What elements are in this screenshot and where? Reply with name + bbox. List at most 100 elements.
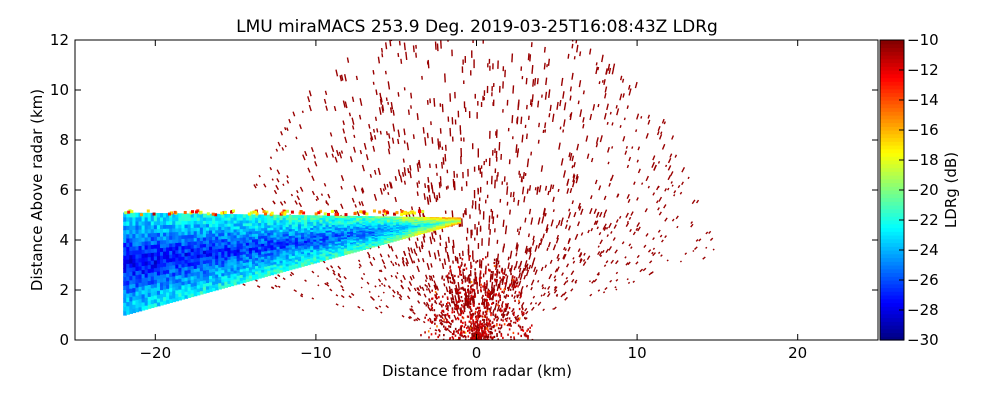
cloud-cell	[423, 229, 428, 232]
cloud-cell	[319, 228, 324, 232]
cloud-cell	[337, 224, 342, 227]
cloud-cell	[285, 242, 290, 246]
cloud-cell	[340, 235, 345, 238]
noise-streak	[540, 294, 543, 297]
cloud-cell	[408, 223, 412, 225]
clutter-cell	[487, 335, 490, 338]
noise-streak	[445, 241, 448, 249]
cloud-cell	[126, 212, 130, 218]
cloud-cell	[267, 242, 271, 246]
cloud-cell	[417, 230, 422, 232]
cloud-cell	[209, 252, 213, 257]
cloud-cell	[389, 230, 394, 232]
cloud-cell	[371, 222, 376, 225]
noise-streak	[337, 279, 342, 283]
cloud-cell	[227, 241, 232, 245]
cloud-cell	[325, 226, 330, 229]
cloud-cell	[399, 222, 403, 224]
cloud-cell	[411, 218, 416, 220]
cloud-cell	[156, 294, 161, 299]
cloud-cell	[313, 223, 317, 226]
cloud-cell	[399, 237, 403, 239]
cloud-cell	[156, 274, 161, 280]
clutter-cell	[489, 336, 492, 339]
cloud-cell	[386, 241, 391, 244]
cloud-cell	[202, 273, 207, 278]
noise-streak	[556, 294, 559, 298]
cloud-cell	[377, 228, 382, 231]
cloud-cell	[248, 261, 253, 265]
cloud-cell	[242, 228, 247, 232]
clutter-cell	[478, 331, 480, 334]
cloud-cell	[163, 262, 167, 267]
noise-streak	[360, 286, 363, 289]
cloud-cell	[163, 239, 167, 245]
cloud-cell	[227, 214, 232, 218]
noise-streak	[555, 224, 559, 229]
clutter-cell	[459, 256, 462, 260]
cloud-cell	[236, 217, 241, 221]
noise-streak	[542, 308, 545, 312]
clutter-cell	[479, 272, 482, 275]
cloud-cell	[377, 230, 382, 233]
cloud-cell	[166, 269, 170, 274]
cloud-cell	[392, 225, 397, 228]
noise-streak	[337, 265, 342, 270]
noise-streak	[575, 175, 579, 184]
cloud-cell	[301, 240, 305, 244]
cloud-cell	[218, 235, 222, 240]
noise-streak	[439, 322, 443, 326]
cloud-cell	[215, 261, 219, 266]
clutter-cell	[442, 338, 445, 340]
cloud-cell	[270, 269, 275, 273]
noise-streak	[284, 126, 287, 131]
cloud-cell	[396, 223, 400, 226]
noise-streak	[383, 284, 386, 288]
cloud-cell	[141, 285, 146, 291]
clutter-cell	[473, 295, 475, 298]
noise-streak	[398, 296, 403, 301]
cloud-cell	[389, 224, 394, 227]
clutter-cell	[450, 323, 452, 326]
noise-streak	[608, 67, 612, 74]
clutter-cell	[460, 334, 462, 337]
noise-streak	[582, 123, 585, 129]
clutter-cell	[480, 327, 483, 330]
cloud-cell	[163, 247, 167, 252]
noise-streak	[531, 94, 534, 103]
cloud-cell	[261, 240, 265, 244]
clutter-cell	[457, 318, 460, 321]
clutter-cell	[451, 319, 454, 322]
clutter-cell	[483, 337, 485, 340]
noise-streak	[397, 129, 401, 138]
noise-streak	[387, 81, 391, 90]
cloud-cell	[239, 274, 244, 278]
cloud-cell	[310, 253, 314, 257]
clutter-cell	[469, 311, 471, 314]
cloud-cell	[202, 246, 207, 251]
clutter-cell	[471, 291, 473, 294]
cloud-cell	[426, 220, 431, 222]
cloud-cell	[334, 234, 339, 237]
noise-streak	[597, 66, 600, 71]
cloud-cell	[374, 221, 379, 224]
cloud-cell	[340, 232, 345, 235]
cloud-cell	[368, 245, 373, 248]
noise-streak	[271, 286, 275, 289]
cloud-cell	[169, 287, 173, 292]
cloud-cell	[230, 249, 235, 254]
noise-streak	[274, 276, 278, 280]
noise-streak	[390, 260, 393, 264]
cloud-cell	[138, 290, 143, 296]
cloud-cell	[242, 273, 247, 278]
cloud-cell	[426, 217, 431, 219]
noise-streak	[382, 188, 385, 192]
cloud-edge-cell	[334, 213, 338, 217]
clutter-cell	[510, 338, 512, 340]
clutter-cell	[484, 315, 487, 319]
noise-streak	[623, 117, 626, 121]
cloud-cell	[181, 249, 186, 254]
cloud-cell	[297, 228, 302, 231]
cloud-cell	[156, 263, 161, 268]
cloud-cell	[135, 295, 140, 300]
